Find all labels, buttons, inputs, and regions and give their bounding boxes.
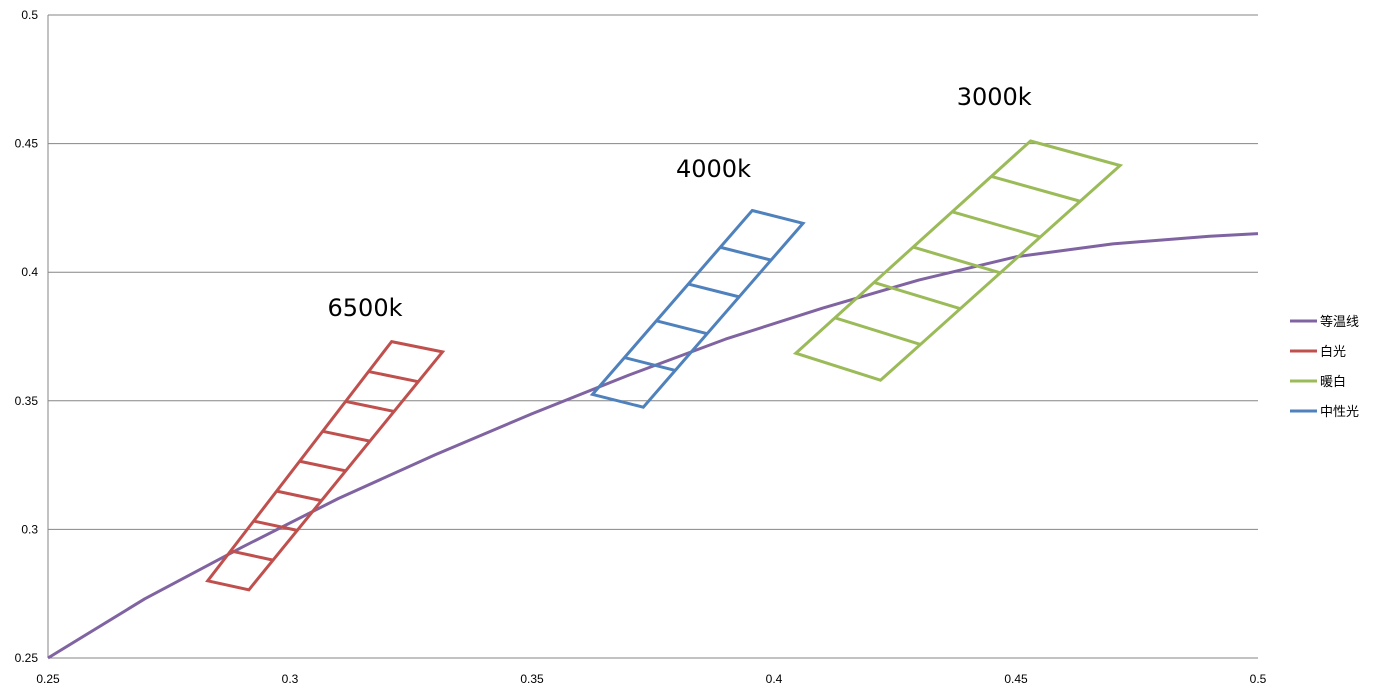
bin-divider bbox=[719, 245, 772, 262]
bin-divider bbox=[368, 370, 419, 384]
bin-divider bbox=[624, 356, 676, 372]
bin-divider bbox=[299, 459, 346, 473]
ansi-bin-grid bbox=[589, 208, 806, 409]
cct-label: 4000k bbox=[676, 155, 751, 183]
legend-item: 白光 bbox=[1290, 344, 1346, 360]
annotations: 6500k 4000k 3000k bbox=[328, 83, 1032, 322]
bin-divider bbox=[656, 319, 708, 336]
y-tick-label: 0.5 bbox=[21, 8, 38, 22]
bin-divider bbox=[687, 282, 740, 299]
ansi-bin-grid bbox=[205, 339, 446, 592]
series-layer bbox=[47, 139, 1259, 660]
cct-label: 3000k bbox=[957, 83, 1032, 111]
x-tick-label: 0.25 bbox=[36, 672, 60, 686]
bin-outline bbox=[205, 339, 446, 592]
bin-divider bbox=[345, 399, 395, 413]
bin-divider bbox=[990, 174, 1081, 203]
y-tick-label: 0.45 bbox=[15, 137, 39, 151]
x-tick-label: 0.3 bbox=[282, 672, 299, 686]
bin-divider bbox=[322, 429, 371, 443]
bin-outline bbox=[589, 208, 806, 409]
legend-label: 暖白 bbox=[1320, 374, 1346, 390]
bin-divider bbox=[834, 316, 921, 346]
legend-item: 中性光 bbox=[1290, 405, 1359, 420]
y-tick-label: 0.3 bbox=[21, 522, 38, 536]
cct-label: 6500k bbox=[328, 294, 403, 322]
grid-lines bbox=[48, 14, 1258, 659]
bin-divider bbox=[912, 245, 1001, 275]
bin-divider bbox=[276, 489, 322, 503]
y-tick-label: 0.35 bbox=[15, 394, 39, 408]
bin-divider bbox=[230, 549, 274, 562]
x-tick-label: 0.5 bbox=[1250, 672, 1267, 686]
x-tick-label: 0.45 bbox=[1004, 672, 1028, 686]
legend-label: 白光 bbox=[1320, 344, 1346, 360]
x-tick-label: 0.4 bbox=[766, 672, 783, 686]
bin-divider bbox=[253, 519, 298, 532]
y-tick-label: 0.25 bbox=[15, 651, 39, 665]
bin-divider bbox=[951, 210, 1041, 239]
legend-item: 等温线 bbox=[1290, 314, 1359, 330]
bin-divider bbox=[873, 281, 961, 311]
axes: 0.25 0.3 0.35 0.4 0.45 0.5 0.25 0.3 0.35 0.4 0.45 0… bbox=[15, 8, 1267, 686]
isotherm-curve bbox=[47, 232, 1259, 660]
legend-label: 等温线 bbox=[1320, 314, 1359, 330]
ansi-bin-grid bbox=[792, 139, 1124, 382]
y-tick-label: 0.4 bbox=[21, 265, 38, 279]
x-tick-label: 0.35 bbox=[520, 672, 544, 686]
legend-item: 暖白 bbox=[1290, 374, 1346, 390]
legend-label: 中性光 bbox=[1320, 405, 1359, 420]
